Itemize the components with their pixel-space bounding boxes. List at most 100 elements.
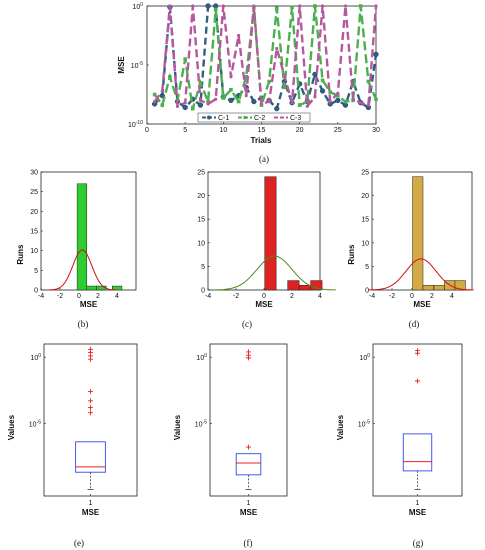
y-tick-label-a: 100 bbox=[132, 2, 143, 11]
data-point-c-2 bbox=[282, 85, 287, 90]
x-tick-label: 0 bbox=[262, 293, 266, 300]
normal-fit-curve bbox=[368, 258, 474, 291]
y-tick-label: 15 bbox=[361, 217, 369, 224]
data-point-c-2 bbox=[213, 7, 218, 12]
outlier-marker bbox=[88, 398, 93, 404]
data-point-c-2 bbox=[320, 78, 325, 83]
data-point-c-1 bbox=[205, 3, 211, 9]
data-point-c-3 bbox=[206, 102, 210, 106]
box-iqr bbox=[75, 441, 106, 473]
legend-items-a: C-1 C-2 C-3 bbox=[202, 115, 301, 122]
x-tick-label: 0 bbox=[410, 293, 414, 300]
y-tick-label: 20 bbox=[30, 209, 38, 216]
data-point-c-3 bbox=[237, 33, 241, 38]
y-tick-label-a: 10-5 bbox=[131, 61, 143, 70]
data-point-c-2 bbox=[297, 103, 302, 107]
x-tick-label: 4 bbox=[318, 293, 322, 300]
data-point-c-2 bbox=[206, 99, 210, 104]
x-tick-label: 0 bbox=[77, 293, 81, 300]
y-tick-label: 10-5 bbox=[358, 419, 370, 428]
data-point-c-3 bbox=[313, 95, 317, 99]
box-iqr bbox=[235, 453, 262, 476]
histogram-bar bbox=[287, 280, 300, 291]
x-tick-label: 4 bbox=[450, 293, 454, 300]
y-tick-label: 30 bbox=[30, 170, 38, 177]
data-point-c-1 bbox=[373, 51, 379, 58]
x-tick-label: -2 bbox=[389, 293, 395, 300]
x-tick-label: 1 bbox=[416, 500, 420, 507]
data-point-c-3 bbox=[267, 99, 271, 104]
y-tick-label: 5 bbox=[365, 264, 369, 271]
data-point-c-2 bbox=[183, 57, 187, 61]
histogram-bar bbox=[412, 176, 424, 291]
x-tick-label: -2 bbox=[233, 293, 239, 300]
x-axis-label: MSE bbox=[82, 508, 100, 517]
data-point-c-2 bbox=[343, 99, 348, 104]
data-point-c-3 bbox=[282, 74, 286, 78]
y-axis-label: Runs bbox=[347, 244, 356, 265]
caption-g: (g) bbox=[413, 538, 424, 548]
data-point-c-2 bbox=[229, 87, 233, 92]
x-tick-label-a: 25 bbox=[334, 127, 342, 134]
histogram-bar bbox=[298, 285, 311, 291]
data-point-c-3 bbox=[259, 102, 264, 106]
y-tick-label: 10 bbox=[30, 248, 38, 255]
x-tick-label-a: 0 bbox=[145, 127, 149, 134]
outlier-marker bbox=[88, 356, 93, 362]
data-point-c-3 bbox=[305, 104, 309, 108]
plot-frame bbox=[209, 343, 288, 497]
histogram-bar bbox=[422, 285, 434, 291]
data-point-c-3 bbox=[351, 97, 355, 101]
y-tick-label: 20 bbox=[197, 193, 205, 200]
data-point-c-1 bbox=[228, 97, 234, 104]
histogram-panel-d: 0 5 10 15 20 25 -4 -2 0 2 4 MSE Runs bbox=[347, 170, 474, 309]
data-point-c-1 bbox=[274, 106, 280, 112]
x-tick-label-a: 30 bbox=[372, 127, 380, 134]
data-point-c-3 bbox=[290, 101, 294, 105]
outlier-marker bbox=[415, 378, 420, 384]
outlier-marker bbox=[88, 389, 93, 395]
outlier-marker bbox=[88, 410, 93, 416]
data-point-c-3 bbox=[359, 101, 363, 105]
data-point-c-2 bbox=[221, 96, 226, 100]
data-point-c-2 bbox=[290, 5, 294, 9]
data-point-c-1 bbox=[335, 97, 341, 104]
series-line-c-3 bbox=[153, 5, 378, 110]
data-point-c-3 bbox=[366, 103, 370, 107]
data-point-c-2 bbox=[328, 90, 332, 94]
legend-label-c-2: C-2 bbox=[254, 115, 265, 122]
histogram-bar bbox=[433, 285, 445, 291]
plot-frame bbox=[40, 171, 137, 291]
data-point-c-3 bbox=[275, 46, 279, 51]
data-point-c-3 bbox=[168, 4, 172, 8]
data-point-c-2 bbox=[274, 6, 279, 11]
plot-frame bbox=[372, 343, 463, 497]
data-point-c-1 bbox=[319, 88, 326, 94]
data-point-c-3 bbox=[374, 4, 378, 8]
caption-b: (b) bbox=[78, 319, 89, 329]
plot-frame bbox=[207, 171, 321, 291]
normal-fit-curve bbox=[213, 255, 336, 291]
data-point-c-3 bbox=[214, 97, 218, 101]
caption-a: (a) bbox=[259, 154, 269, 164]
caption-c: (c) bbox=[242, 319, 252, 329]
y-tick-label: 0 bbox=[365, 288, 369, 295]
x-axis-label: MSE bbox=[409, 508, 427, 517]
data-point-c-3 bbox=[160, 89, 164, 93]
data-point-c-1 bbox=[312, 71, 318, 78]
data-point-c-3 bbox=[153, 99, 157, 104]
y-tick-label: 10-5 bbox=[195, 419, 207, 428]
data-point-c-2 bbox=[244, 75, 249, 79]
x-axis-label-a: Trials bbox=[251, 136, 272, 145]
y-tick-label: 15 bbox=[197, 217, 205, 224]
legend-box-a bbox=[197, 112, 311, 123]
y-tick-label: 25 bbox=[30, 189, 38, 196]
x-tick-label: 4 bbox=[115, 293, 119, 300]
histogram-bar bbox=[112, 285, 123, 291]
y-tick-label: 10 bbox=[197, 240, 205, 247]
histogram-bar bbox=[264, 176, 277, 291]
